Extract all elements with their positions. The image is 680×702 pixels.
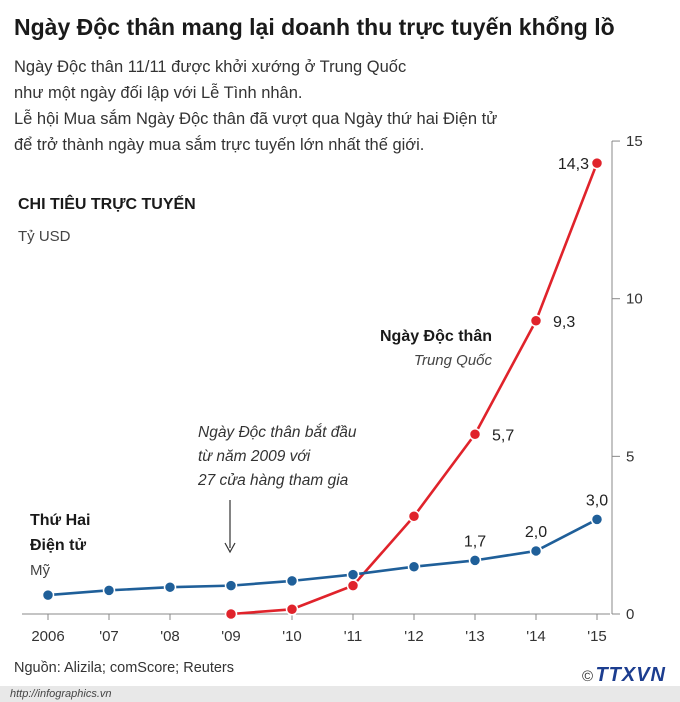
singles_day-point: [590, 156, 604, 170]
x-tick-label: '08: [160, 628, 180, 645]
cyber_monday-point: [346, 568, 360, 581]
data-label: 2,0: [525, 524, 547, 541]
y-tick-label: 10: [626, 291, 643, 308]
data-label: 1,7: [464, 533, 486, 550]
y-tick-label: 0: [626, 606, 634, 623]
intro-line: như một ngày đối lập với Lễ Tình nhân.: [14, 84, 303, 102]
x-tick-label: '13: [465, 628, 485, 645]
cyber_monday-point: [529, 544, 543, 558]
intro-line: Lễ hội Mua sắm Ngày Độc thân đã vượt qua…: [14, 110, 498, 128]
series-label-cyber-monday: Điện tử: [30, 537, 86, 554]
cyber_monday-point: [224, 579, 238, 592]
series-label-singles-day: Ngày Độc thân: [380, 328, 492, 345]
singles_day-point: [407, 510, 421, 523]
intro-text: Ngày Độc thân 11/11 được khởi xướng ở Tr…: [14, 54, 574, 158]
y-tick-label: 5: [626, 448, 634, 465]
singles_day-point: [224, 607, 238, 621]
cyber_monday-point: [102, 584, 116, 597]
annotation-arrowhead: [224, 542, 236, 554]
cyber_monday-point: [41, 588, 55, 602]
source-note: Nguồn: Alizila; comScore; Reuters: [14, 660, 235, 676]
x-tick-label: '09: [221, 628, 241, 645]
x-tick-label: '15: [587, 628, 607, 645]
x-tick-label: '07: [99, 628, 119, 645]
footer-bar: [0, 686, 680, 702]
x-tick-label: 2006: [31, 628, 64, 645]
annotation-text: từ năm 2009 với: [198, 448, 311, 465]
agency-logo: TTXVN: [595, 664, 666, 686]
series-sublabel-singles-day: Trung Quốc: [414, 352, 493, 369]
annotation-text: 27 cửa hàng tham gia: [197, 472, 349, 489]
singles_day-point: [468, 428, 482, 441]
section-title: CHI TIÊU TRỰC TUYẾN: [18, 196, 196, 213]
data-label: 3,0: [586, 492, 608, 509]
x-tick-label: '12: [404, 628, 424, 645]
intro-line: để trở thành ngày mua sắm trực tuyến lớn…: [14, 136, 425, 154]
copyright-icon: ©: [582, 668, 594, 685]
intro-line: Ngày Độc thân 11/11 được khởi xướng ở Tr…: [14, 58, 407, 76]
singles_day-point: [346, 579, 360, 592]
cyber_monday-line: [47, 518, 598, 597]
data-label: 5,7: [492, 427, 514, 444]
data-label: 14,3: [558, 156, 589, 173]
series-label-cyber-monday: Thứ Hai: [30, 512, 90, 529]
x-tick-label: '11: [344, 628, 362, 645]
cyber_monday-point: [468, 554, 482, 567]
annotation-text: Ngày Độc thân bắt đầu: [198, 424, 357, 441]
page-title: Ngày Độc thân mang lại doanh thu trực tu…: [14, 14, 615, 40]
y-tick-label: 15: [626, 133, 643, 150]
x-tick-label: '10: [282, 628, 302, 645]
series-sublabel-cyber-monday: Mỹ: [30, 562, 50, 579]
cyber_monday-point: [163, 580, 177, 594]
cyber_monday-point: [285, 574, 299, 588]
unit-label: Tỷ USD: [18, 228, 71, 245]
footer-url[interactable]: http://infographics.vn: [10, 688, 112, 700]
singles_day-point: [285, 603, 299, 616]
cyber_monday-point: [407, 560, 421, 573]
x-tick-label: '14: [526, 628, 546, 645]
singles_day-point: [529, 314, 543, 328]
data-label: 9,3: [553, 314, 575, 331]
cyber_monday-point: [590, 513, 604, 526]
